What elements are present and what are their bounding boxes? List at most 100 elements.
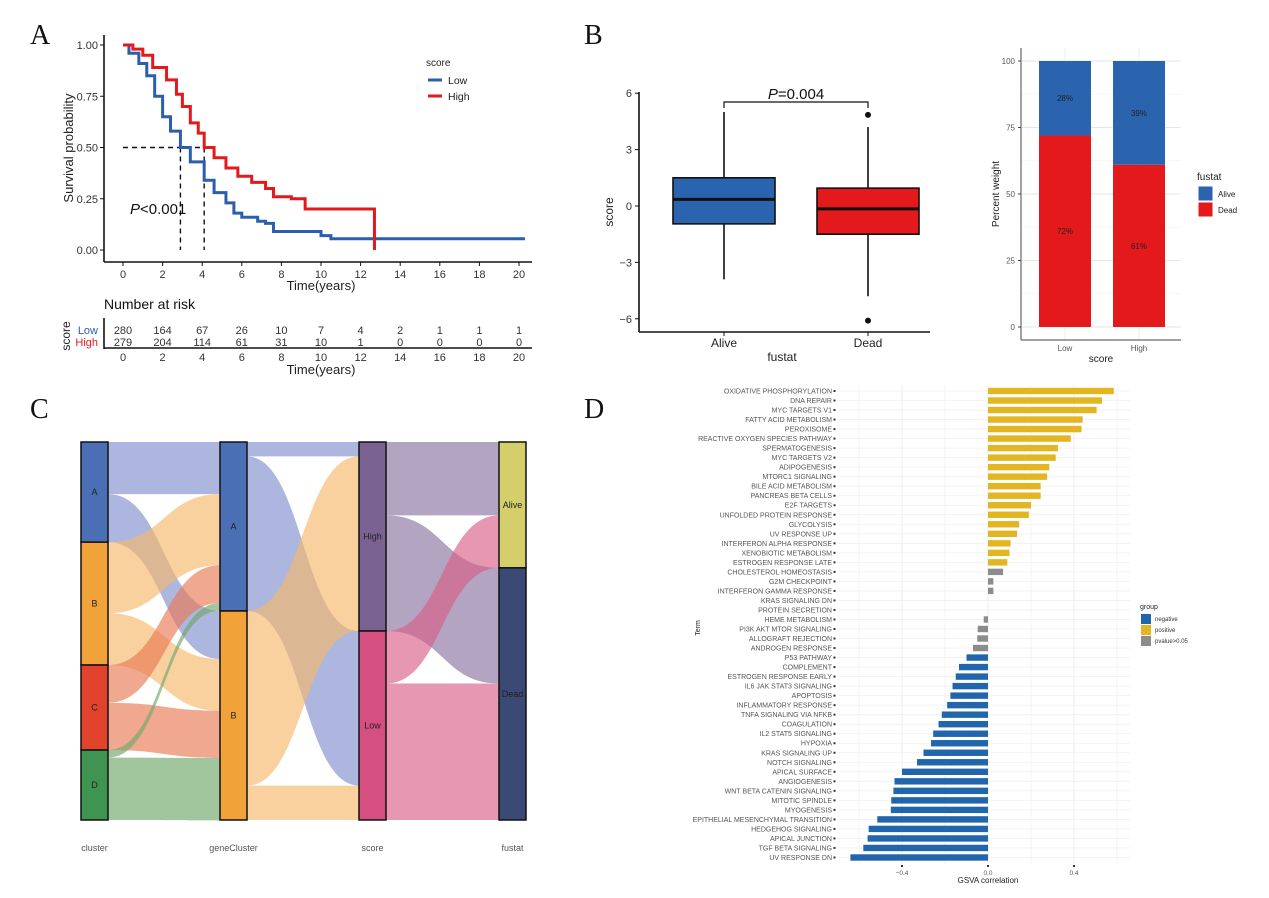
term-tick: [833, 485, 836, 488]
gsva-bar: [950, 692, 988, 699]
gsva-bar: [958, 663, 988, 671]
sankey-node-label: High: [363, 532, 382, 542]
term-tick: [833, 523, 836, 526]
x-tick-label: 8: [278, 269, 284, 281]
x-axis-title: score: [1089, 354, 1114, 365]
term-label: OXIDATIVE PHOSPHORYLATION: [724, 389, 832, 396]
risk-cell: 280: [114, 325, 132, 337]
term-label: APICAL JUNCTION: [770, 836, 832, 843]
gsva-bar: [867, 835, 988, 842]
term-label: MTORC1 SIGNALING: [763, 474, 833, 481]
sankey-node-label: A: [230, 521, 236, 531]
term-label: ANGIOGENESIS: [778, 779, 832, 786]
risk-cell: 0: [397, 337, 403, 349]
risk-x-tick-label: 12: [354, 352, 366, 364]
y-tick-label: 0.00: [77, 245, 98, 257]
gsva-bar: [988, 444, 1058, 452]
term-tick: [833, 475, 836, 478]
term-label: INFLAMMATORY RESPONSE: [736, 703, 832, 710]
x-tick-label: −0.4: [896, 870, 909, 877]
term-label: IL2 STAT5 SIGNALING: [760, 731, 833, 738]
gsva-bar: [977, 635, 988, 642]
term-tick: [833, 799, 836, 802]
term-tick: [833, 685, 836, 688]
legend-label-high: High: [448, 91, 470, 103]
sankey-node-label: Alive: [503, 500, 523, 510]
sankey-node-a: [80, 441, 109, 543]
risk-row-label-high: High: [75, 337, 98, 349]
gsva-bar: [850, 854, 988, 861]
gsva-bar: [902, 768, 988, 775]
y-tick-label: 0.75: [77, 91, 98, 103]
term-tick: [833, 504, 836, 507]
y-tick-label: −6: [619, 314, 632, 326]
y-tick-label: 100: [1002, 57, 1016, 66]
term-label: HEME METABOLISM: [764, 617, 832, 624]
sankey-flow: [108, 442, 220, 495]
x-tick-label: 16: [434, 269, 446, 281]
sankey-node-label: C: [91, 703, 98, 713]
risk-x-tick-label: 14: [394, 352, 406, 364]
gsva-bar: [966, 654, 988, 661]
gsva-bar: [863, 844, 988, 852]
sankey-node-label: B: [91, 599, 97, 609]
x-tick-mark: [901, 865, 903, 867]
gsva-bar: [988, 578, 994, 585]
legend-label: pvalue>0.05: [1155, 639, 1189, 645]
term-tick: [833, 618, 836, 621]
x-tick-label: 4: [199, 269, 205, 281]
term-tick: [833, 542, 836, 545]
term-label: APICAL SURFACE: [772, 769, 832, 776]
risk-x-axis-title: Time(years): [287, 362, 356, 377]
y-tick-label: 25: [1006, 257, 1015, 266]
x-tick-mark: [987, 865, 989, 867]
y-tick-label: 75: [1006, 124, 1015, 133]
sankey-node-dead: [498, 567, 527, 821]
legend-label-low: Low: [448, 75, 468, 87]
term-label: ESTROGEN RESPONSE LATE: [733, 560, 832, 567]
sankey-node-d: [80, 749, 109, 821]
sankey-node-label: B: [230, 710, 236, 720]
sankey-node-a: [219, 441, 248, 612]
term-tick: [833, 723, 836, 726]
panel-label-b: B: [584, 20, 603, 51]
bar-value-label: 28%: [1057, 94, 1073, 103]
bar-value-label: 39%: [1131, 109, 1147, 118]
risk-cell: 61: [236, 337, 248, 349]
term-label: GLYCOLYSIS: [789, 522, 833, 529]
legend-swatch-dead: [1197, 201, 1214, 218]
risk-cell: 1: [437, 325, 443, 337]
bar-segment-dead: [1039, 135, 1091, 327]
sankey-diagram: A B C D A B High Low Alive Dead cluster geneCluster…: [80, 441, 527, 853]
term-tick: [833, 808, 836, 811]
term-tick: [833, 532, 836, 535]
term-label: XENOBIOTIC METABOLISM: [742, 550, 833, 557]
outlier-point: [865, 317, 871, 324]
gsva-bar: [947, 701, 988, 709]
term-tick: [833, 466, 836, 469]
x-tick-label: High: [1131, 344, 1147, 353]
term-label: PI3K AKT MTOR SIGNALING: [739, 627, 832, 634]
y-axis-title: Percent weight: [991, 161, 1002, 227]
term-label: REACTIVE OXYGEN SPECIES PATHWAY: [698, 436, 832, 443]
p-value-annotation: P=0.004: [768, 86, 824, 103]
risk-cell: 1: [358, 337, 364, 349]
sankey-node-label: Low: [364, 721, 381, 731]
risk-cell: 0: [437, 337, 443, 349]
x-tick-label: 2: [160, 269, 166, 281]
term-tick: [833, 628, 836, 630]
term-tick: [833, 827, 836, 830]
gsva-bar: [988, 530, 1018, 537]
term-tick: [833, 837, 836, 840]
term-tick: [833, 780, 836, 783]
gsva-bar: [988, 463, 1050, 471]
term-tick: [833, 770, 836, 773]
gsva-bar: [988, 521, 1020, 528]
term-label: MYC TARGETS V1: [772, 408, 833, 415]
term-tick: [833, 637, 836, 640]
sankey-flow: [386, 683, 499, 820]
term-tick: [833, 761, 836, 764]
gsva-bar: [988, 549, 1010, 557]
gsva-bar-chart: OXIDATIVE PHOSPHORYLATION DNA REPAIR MYC T…: [693, 385, 1189, 885]
term-tick: [833, 608, 836, 611]
